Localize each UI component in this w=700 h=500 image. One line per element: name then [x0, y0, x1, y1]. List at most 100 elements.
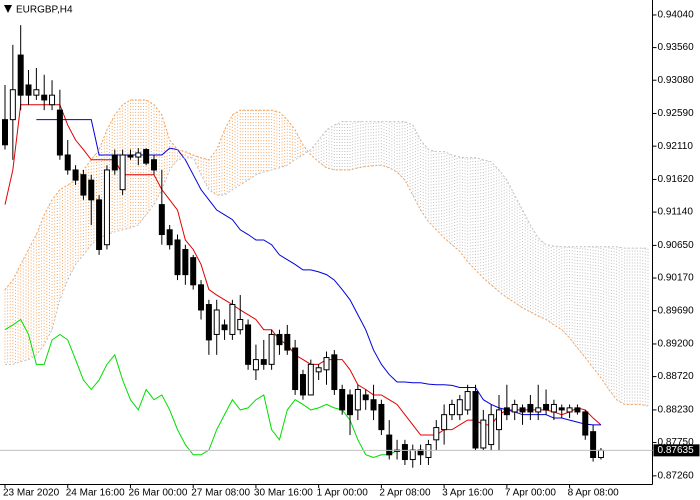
y-tick-label: 0.91140 [658, 207, 694, 218]
candle-body [150, 159, 157, 171]
candle-body [25, 84, 32, 96]
y-tick-label: 0.94040 [658, 10, 695, 21]
candle-body [339, 389, 346, 411]
candle-body [17, 54, 24, 96]
candle-body [456, 399, 463, 416]
y-tick-label: 0.93560 [658, 42, 695, 53]
candle-body [566, 407, 573, 413]
cloud-layer [4, 99, 649, 406]
candle-body [88, 179, 95, 201]
candle-body [2, 119, 8, 146]
candle-body [205, 304, 212, 341]
candle-body [127, 154, 134, 158]
candle-body [190, 257, 197, 286]
candle-body [347, 394, 354, 416]
candle-body [276, 333, 283, 346]
x-tick-label: 3 Apr 16:00 [442, 488, 494, 499]
x-tick-label: 26 Mar 00:00 [128, 488, 187, 499]
candle-body [252, 359, 259, 371]
chart-title: EURGBP,H4 [16, 5, 73, 16]
candle-body [511, 403, 518, 413]
candle-body [378, 403, 385, 431]
candle-body [370, 399, 377, 411]
candle-body [292, 347, 299, 391]
y-tick-label: 0.87750 [658, 437, 695, 448]
candle-body [331, 354, 338, 391]
candle-body [441, 414, 448, 431]
candle-body [496, 409, 503, 431]
candle-body [480, 419, 487, 449]
candle-body [590, 431, 597, 458]
candle-body [213, 309, 220, 335]
candle-body [80, 174, 87, 196]
candle-body [103, 169, 110, 246]
candle-body [527, 403, 534, 413]
candle-body [464, 391, 471, 411]
candle-body [323, 357, 330, 371]
x-tick-label: 27 Mar 08:00 [191, 488, 250, 499]
x-tick-label: 1 Apr 00:00 [317, 488, 369, 499]
x-tick-label: 7 Apr 00:00 [505, 488, 557, 499]
candle-body [229, 304, 236, 335]
x-tick-label: 24 Mar 16:00 [66, 488, 125, 499]
x-tick-label: 23 Mar 2020 [3, 488, 60, 499]
candle-body [96, 199, 103, 250]
candle-body [119, 154, 126, 191]
candle-body [143, 149, 150, 164]
candle-body [472, 391, 479, 449]
candle-body [574, 407, 581, 413]
x-tick-label: 2 Apr 08:00 [379, 488, 431, 499]
y-tick-label: 0.89690 [658, 305, 695, 316]
candle-body [111, 154, 118, 171]
indicator-line [4, 318, 398, 459]
candle-body [237, 318, 244, 331]
candle-body [425, 444, 432, 458]
candle-body [135, 152, 142, 158]
candle-body [245, 324, 252, 365]
title-icon [4, 5, 12, 13]
candle-body [33, 89, 40, 96]
candle-body [558, 407, 565, 411]
candle-body [535, 407, 542, 413]
candle-body [41, 94, 48, 101]
y-tick-label: 0.90170 [658, 273, 695, 284]
y-tick-label: 0.90650 [658, 240, 695, 251]
candle-body [64, 154, 71, 171]
y-tick-label: 0.93080 [658, 75, 695, 86]
y-tick-label: 0.88230 [658, 405, 695, 416]
y-tick-label: 0.89200 [658, 339, 695, 350]
candle-body [72, 169, 79, 181]
x-tick-label: 8 Apr 08:00 [568, 488, 620, 499]
y-tick-label: 0.92110 [658, 141, 694, 152]
candle-body [582, 411, 589, 436]
y-tick-label: 0.88720 [658, 371, 695, 382]
last-price-label: 0.87635 [658, 445, 695, 456]
y-tick-label: 0.87260 [658, 470, 695, 481]
candle-body [354, 389, 361, 411]
candle-body [307, 363, 314, 396]
candle-body [362, 394, 369, 401]
candle-body [260, 359, 267, 365]
candle-body [597, 449, 604, 458]
candle-body [166, 229, 173, 246]
candle-body [401, 444, 408, 461]
candle-body [158, 204, 165, 236]
last-price-box [653, 444, 700, 457]
candle-body [299, 374, 306, 396]
candle-body [182, 248, 189, 276]
x-tick-label: 30 Mar 16:00 [254, 488, 313, 499]
candle-body [221, 324, 228, 331]
candle-body [543, 403, 550, 411]
candle-body [56, 109, 63, 156]
candle-body [198, 284, 205, 311]
candle-body [409, 449, 416, 461]
y-tick-label: 0.92590 [658, 108, 695, 119]
y-tick-label: 0.91620 [658, 174, 695, 185]
candles-layer [2, 25, 604, 468]
candle-body [519, 407, 526, 413]
candle-body [433, 427, 440, 441]
candle-body [448, 403, 455, 416]
candle-body [488, 414, 495, 446]
